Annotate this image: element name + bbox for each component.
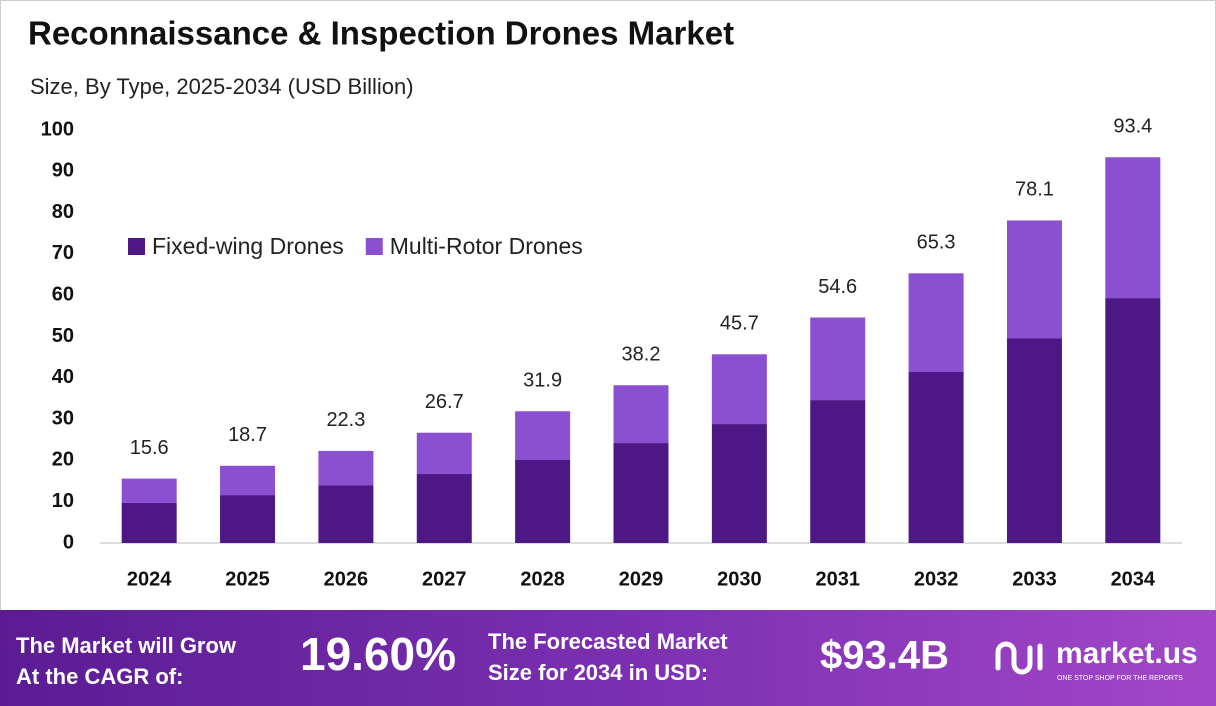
bar-segment	[711, 354, 767, 425]
x-tick-label: 2028	[520, 568, 565, 590]
bar-segment	[318, 485, 374, 543]
bar-segment	[1105, 298, 1161, 543]
forecast-label: The Forecasted Market	[488, 629, 728, 654]
total-label: 65.3	[917, 232, 956, 254]
x-tick-label: 2032	[914, 568, 959, 590]
bar-segment	[121, 478, 177, 503]
forecast-label: Size for 2034 in USD:	[488, 660, 708, 685]
y-tick-label: 20	[52, 449, 74, 471]
bar-segment	[416, 432, 472, 475]
x-tick-label: 2034	[1111, 568, 1156, 590]
bar-segment	[416, 474, 472, 543]
plot: 010203040506070809010015.6202418.7202522…	[41, 116, 1182, 590]
bar-segment	[515, 459, 571, 543]
bar-segment	[711, 424, 767, 543]
legend-label: Multi-Rotor Drones	[390, 233, 583, 259]
total-label: 93.4	[1113, 116, 1152, 138]
total-label: 78.1	[1015, 179, 1054, 201]
chart-title: Reconnaissance & Inspection Drones Marke…	[28, 15, 734, 52]
bar-segment	[810, 317, 866, 401]
bar-segment	[613, 385, 669, 444]
x-tick-label: 2027	[422, 568, 467, 590]
y-tick-label: 40	[52, 366, 74, 388]
x-tick-label: 2025	[225, 568, 270, 590]
y-tick-label: 10	[52, 490, 74, 512]
forecast-value: $93.4B	[820, 634, 949, 678]
cagr-label: The Market will Grow	[16, 633, 237, 658]
cagr-value: 19.60%	[300, 628, 456, 680]
bar-segment	[908, 372, 964, 543]
bar-segment	[220, 465, 276, 496]
tagline: ONE STOP SHOP FOR THE REPORTS	[1057, 675, 1183, 682]
cagr-label: At the CAGR of:	[16, 664, 183, 689]
y-tick-label: 90	[52, 160, 74, 182]
total-label: 38.2	[622, 344, 661, 366]
bar-segment	[908, 273, 964, 373]
chart-subtitle: Size, By Type, 2025-2034 (USD Billion)	[30, 74, 414, 99]
total-label: 15.6	[130, 437, 169, 459]
y-tick-label: 0	[63, 531, 74, 553]
x-tick-label: 2029	[619, 568, 664, 590]
x-tick-label: 2024	[127, 568, 172, 590]
bar-segment	[1006, 220, 1062, 339]
y-tick-label: 80	[52, 201, 74, 223]
x-tick-label: 2030	[717, 568, 762, 590]
brand: market.us	[1056, 637, 1198, 670]
total-label: 54.6	[818, 276, 857, 298]
y-tick-label: 60	[52, 283, 74, 305]
x-tick-label: 2033	[1012, 568, 1057, 590]
bar-segment	[1105, 157, 1161, 299]
x-tick-label: 2031	[815, 568, 860, 590]
legend-swatch	[365, 238, 383, 255]
bar-segment	[220, 495, 276, 543]
y-tick-label: 100	[41, 118, 74, 140]
legend-label: Fixed-wing Drones	[152, 233, 344, 259]
bar-segment	[810, 400, 866, 543]
total-label: 45.7	[720, 313, 759, 335]
bar-segment	[318, 450, 374, 486]
y-tick-label: 70	[52, 242, 74, 264]
total-label: 22.3	[326, 409, 365, 431]
bar-segment	[121, 502, 177, 543]
footer-banner	[0, 610, 1216, 706]
x-tick-label: 2026	[324, 568, 369, 590]
total-label: 31.9	[523, 370, 562, 392]
total-label: 26.7	[425, 391, 464, 413]
logo-icon	[995, 641, 1043, 675]
y-tick-label: 30	[52, 407, 74, 429]
bar-segment	[613, 443, 669, 543]
legend-swatch	[128, 238, 145, 255]
total-label: 18.7	[228, 424, 267, 446]
bar-segment	[515, 411, 571, 460]
bar-segment	[1006, 338, 1062, 543]
y-tick-label: 50	[52, 325, 74, 347]
